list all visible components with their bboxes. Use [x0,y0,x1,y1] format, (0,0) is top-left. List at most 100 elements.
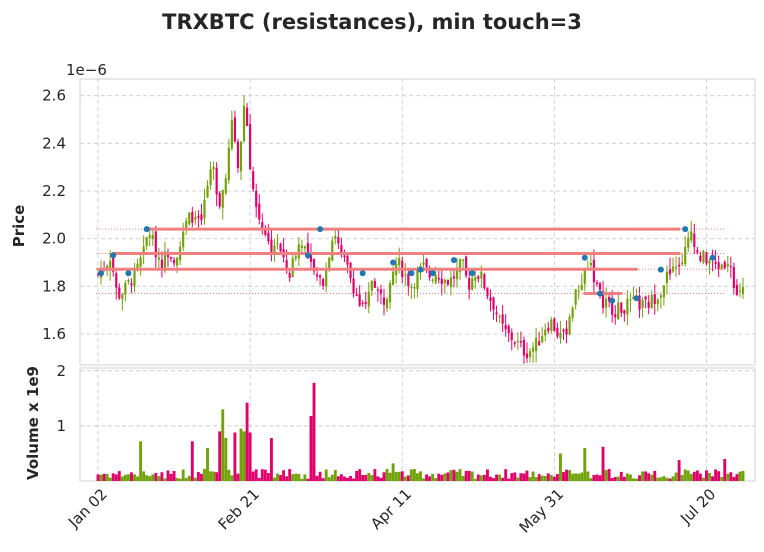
candle-body [662,285,665,298]
volume-bar [276,473,279,481]
volume-panel: 12 [56,362,756,482]
volume-bar [622,476,626,481]
candle-body [233,117,237,142]
volume-bar [187,475,191,481]
touch-point [304,252,311,259]
volume-bar [543,476,547,481]
volume-bar [638,475,642,481]
volume-bar [352,478,356,481]
touch-point [417,266,424,273]
candle-body [480,271,483,279]
volume-bar [574,473,578,481]
volume-bar [151,474,155,481]
candle-body [315,274,319,277]
candle-body [650,294,653,309]
volume-bar [461,476,465,481]
volume-bar [650,474,654,481]
volume-bar [619,471,623,481]
candle-body [620,302,623,313]
volume-bar [242,431,246,481]
candle-body [714,261,717,264]
price-tick-label: 1.8 [42,277,66,295]
volume-bar [525,470,529,481]
x-tick-label: Apr 11 [367,485,415,533]
volume-bar [644,471,648,481]
volume-bar [425,474,429,481]
candle-body [723,261,726,269]
volume-bar [130,472,133,481]
candle-body [346,255,349,265]
candle-body [139,257,142,267]
volume-axis-label: Volume x 1e9 [24,366,42,480]
volume-bar [285,476,289,481]
volume-bar [412,469,416,481]
candle-body [218,193,221,207]
candle-body [589,262,592,266]
candle-body [674,266,678,269]
x-axis: Jan 02 Feb 21 Apr 11 May 31 Jul 20 [64,485,719,537]
volume-bar [580,472,584,481]
candle-body [118,287,121,299]
candle-body [458,259,462,273]
candle-body [306,243,310,258]
candle-body [309,253,313,262]
candle-body [732,266,735,288]
volume-bar [555,474,559,481]
candle-body [696,250,699,253]
volume-bar [416,473,419,481]
candle-body [465,256,468,276]
volume-bar [613,476,617,481]
volume-bar [708,472,711,481]
volume-bar [705,470,708,481]
touch-point [408,270,415,277]
volume-bar [169,473,173,481]
candle-body [343,255,346,258]
candle-body [717,262,720,269]
candle-body [145,237,148,247]
x-tick-label: May 31 [516,485,568,537]
volume-frame [79,367,756,482]
volume-bar [193,477,197,481]
volume-bar [473,478,477,481]
volume-bar [565,469,568,481]
volume-bar [656,477,660,481]
candle-body [522,339,526,356]
touch-point [390,259,397,266]
candle-body [656,299,659,305]
volume-bar [434,478,438,481]
touch-point [110,252,117,259]
candle-body [471,278,474,290]
candle-body [562,329,565,332]
candle-body [249,124,252,170]
volume-bar [562,472,565,481]
volume-bar [659,477,663,481]
candle-body [392,271,395,285]
volume-bar [209,471,213,481]
volume-bar [498,474,502,481]
volume-bar [230,475,234,481]
touch-point [469,270,476,277]
volume-bar [136,476,140,481]
candle-body [230,120,233,149]
candle-body [370,281,373,291]
candle-body [398,258,401,266]
volume-bar [181,469,185,481]
volume-bar [321,478,325,481]
volume-bar [686,470,690,481]
candle-body [188,212,191,224]
volume-bar [206,447,209,481]
candle-body [614,314,617,318]
candle-body [528,351,532,358]
volume-bar [336,476,340,481]
candle-body [693,233,696,247]
candle-body [629,299,632,301]
volume-bar [364,474,368,481]
volume-bar [577,473,581,481]
volume-bar [635,478,638,481]
volume-bar [467,470,471,481]
volume-bar [163,478,167,481]
price-tick-label: 2.2 [42,182,66,200]
candle-body [720,264,723,269]
price-tick-label: 2.0 [42,230,66,248]
volume-bar [382,472,386,481]
